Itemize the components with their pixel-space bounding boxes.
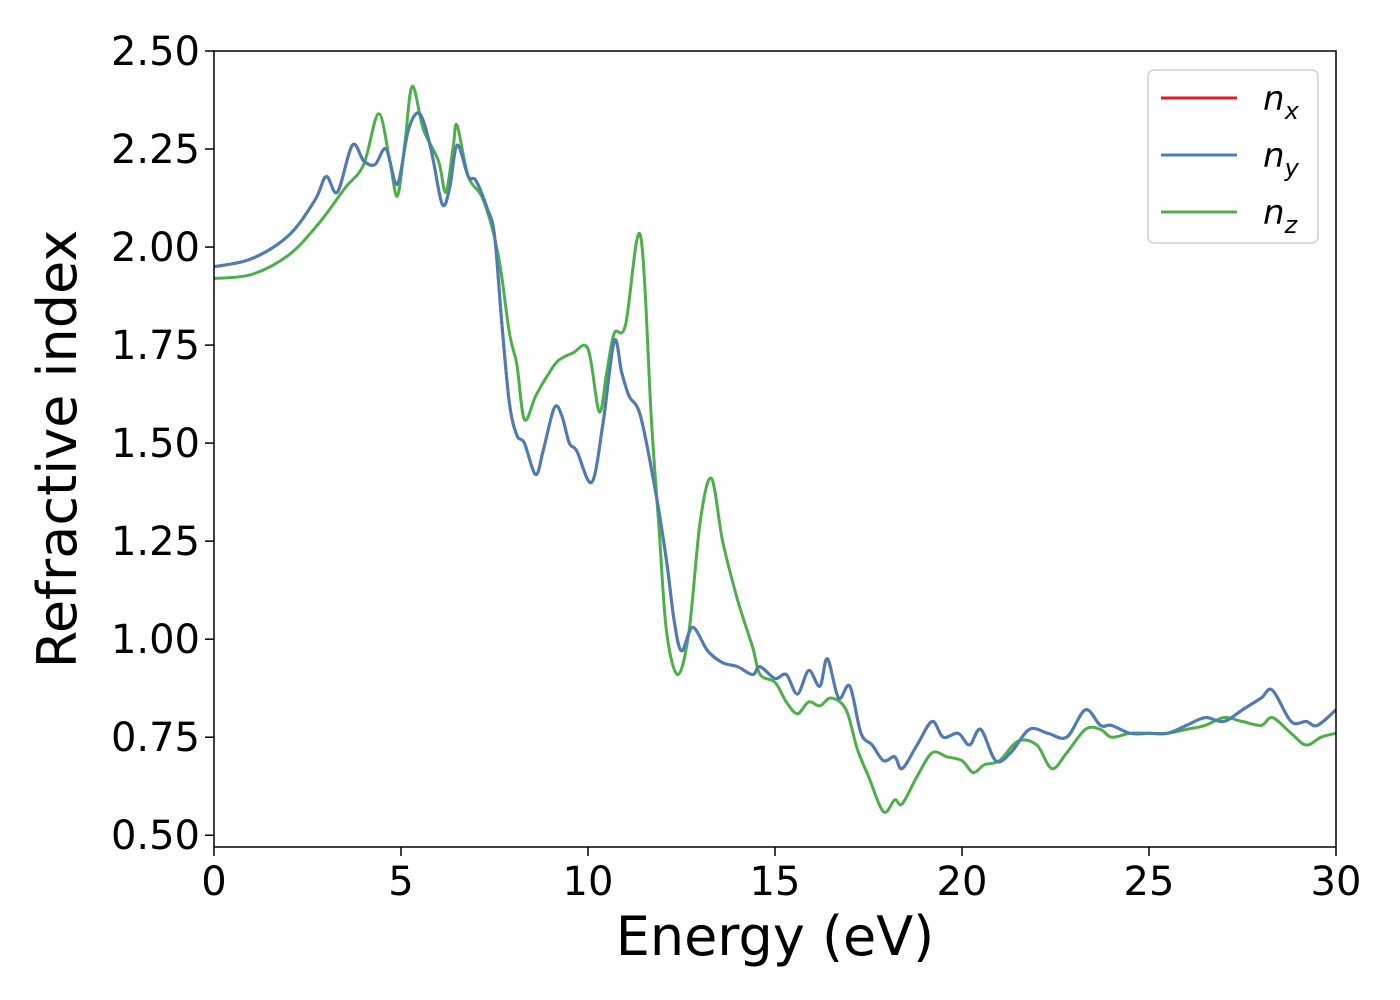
legend-label-nz: nz: [1263, 193, 1299, 239]
y-tick-label: 2.00: [111, 225, 200, 271]
x-tick-label: 5: [388, 859, 413, 905]
legend-label-ny: ny: [1263, 136, 1300, 182]
x-tick-label: 15: [750, 859, 801, 905]
x-tick-label: 25: [1124, 859, 1175, 905]
y-axis: 0.50 0.75 1.00 1.25 1.50 1.75 2.00 2.25 2.50: [111, 29, 214, 859]
y-tick-label: 0.75: [111, 715, 200, 761]
x-tick-label: 0: [201, 859, 226, 905]
series-line-ny: [214, 111, 1336, 771]
legend-label-nx: nx: [1263, 79, 1300, 125]
y-tick-label: 1.50: [111, 421, 200, 467]
y-tick-label: 1.75: [111, 323, 200, 369]
y-tick-label: 1.00: [111, 617, 200, 663]
y-axis-title: Refractive index: [26, 230, 89, 669]
y-tick-label: 2.50: [111, 29, 200, 75]
x-axis: 0 5 10 15 20 25 30: [201, 847, 1361, 905]
x-tick-label: 20: [937, 859, 988, 905]
y-tick-label: 0.50: [111, 813, 200, 859]
x-tick-label: 30: [1311, 859, 1362, 905]
legend: nx ny nz: [1147, 69, 1319, 244]
x-tick-label: 10: [563, 859, 614, 905]
y-tick-label: 1.25: [111, 519, 200, 565]
series-layer: [214, 84, 1336, 814]
x-axis-title: Energy (eV): [616, 905, 935, 968]
y-tick-label: 2.25: [111, 127, 200, 173]
series-line-nz: [214, 84, 1336, 814]
